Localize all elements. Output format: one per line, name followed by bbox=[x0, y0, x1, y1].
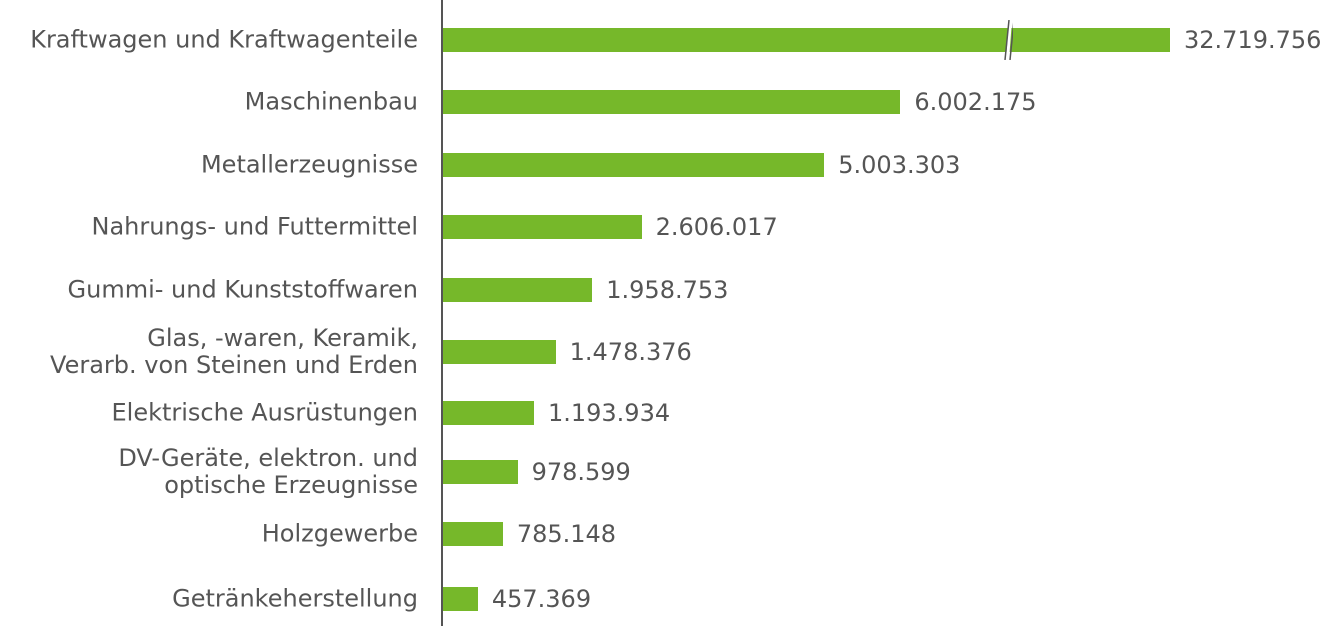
value-label: 6.002.175 bbox=[914, 88, 1037, 116]
axis-break bbox=[1003, 19, 1015, 61]
axis-line bbox=[441, 0, 443, 626]
category-label: Maschinenbau bbox=[244, 87, 418, 116]
bar bbox=[443, 340, 556, 364]
value-label: 1.958.753 bbox=[606, 276, 729, 304]
bar bbox=[443, 90, 901, 114]
category-label: Glas, -waren, Keramik, Verarb. von Stein… bbox=[50, 324, 418, 379]
bar bbox=[443, 587, 478, 611]
value-label: 457.369 bbox=[491, 585, 592, 613]
value-label: 32.719.756 bbox=[1184, 26, 1322, 54]
value-label: 5.003.303 bbox=[838, 151, 961, 179]
value-label: 978.599 bbox=[531, 458, 631, 486]
bar bbox=[443, 28, 1170, 52]
category-label: Getränkeherstellung bbox=[172, 584, 418, 613]
category-label: DV-Geräte, elektron. und optische Erzeug… bbox=[118, 444, 418, 499]
bar bbox=[443, 215, 642, 239]
value-label: 785.148 bbox=[516, 520, 617, 548]
bar bbox=[443, 153, 825, 177]
bar bbox=[443, 401, 534, 425]
bar bbox=[443, 522, 503, 546]
bar bbox=[443, 278, 593, 302]
category-label: Kraftwagen und Kraftwagenteile bbox=[30, 25, 418, 54]
value-label: 2.606.017 bbox=[655, 213, 778, 241]
category-label: Metallerzeugnisse bbox=[200, 150, 418, 179]
value-label: 1.478.376 bbox=[569, 338, 692, 366]
category-label: Nahrungs- und Futtermittel bbox=[91, 212, 418, 241]
bar bbox=[443, 460, 518, 484]
category-label: Elektrische Ausrüstungen bbox=[111, 398, 418, 427]
category-label: Gummi- und Kunststoffwaren bbox=[67, 275, 418, 304]
value-label: 1.193.934 bbox=[547, 399, 671, 427]
category-label: Holzgewerbe bbox=[261, 519, 418, 548]
